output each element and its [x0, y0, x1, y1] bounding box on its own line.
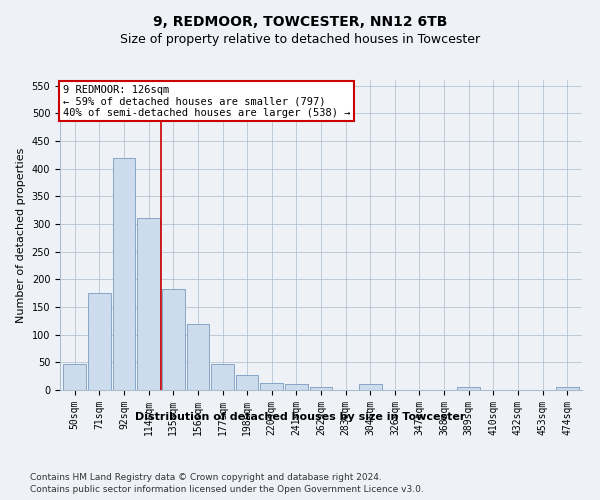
Bar — [556, 387, 578, 390]
Bar — [211, 364, 234, 390]
Bar — [162, 288, 185, 390]
Y-axis label: Number of detached properties: Number of detached properties — [16, 148, 26, 322]
Bar — [359, 384, 382, 390]
Bar — [88, 293, 111, 390]
Bar — [285, 384, 308, 390]
Bar — [137, 218, 160, 390]
Text: Contains public sector information licensed under the Open Government Licence v3: Contains public sector information licen… — [30, 485, 424, 494]
Bar — [187, 324, 209, 390]
Bar — [64, 364, 86, 390]
Bar — [113, 158, 136, 390]
Text: 9, REDMOOR, TOWCESTER, NN12 6TB: 9, REDMOOR, TOWCESTER, NN12 6TB — [153, 15, 447, 29]
Text: Distribution of detached houses by size in Towcester: Distribution of detached houses by size … — [135, 412, 465, 422]
Text: Contains HM Land Registry data © Crown copyright and database right 2024.: Contains HM Land Registry data © Crown c… — [30, 472, 382, 482]
Bar — [310, 387, 332, 390]
Bar — [457, 387, 480, 390]
Bar — [260, 384, 283, 390]
Text: 9 REDMOOR: 126sqm
← 59% of detached houses are smaller (797)
40% of semi-detache: 9 REDMOOR: 126sqm ← 59% of detached hous… — [62, 84, 350, 118]
Text: Size of property relative to detached houses in Towcester: Size of property relative to detached ho… — [120, 32, 480, 46]
Bar — [236, 375, 259, 390]
